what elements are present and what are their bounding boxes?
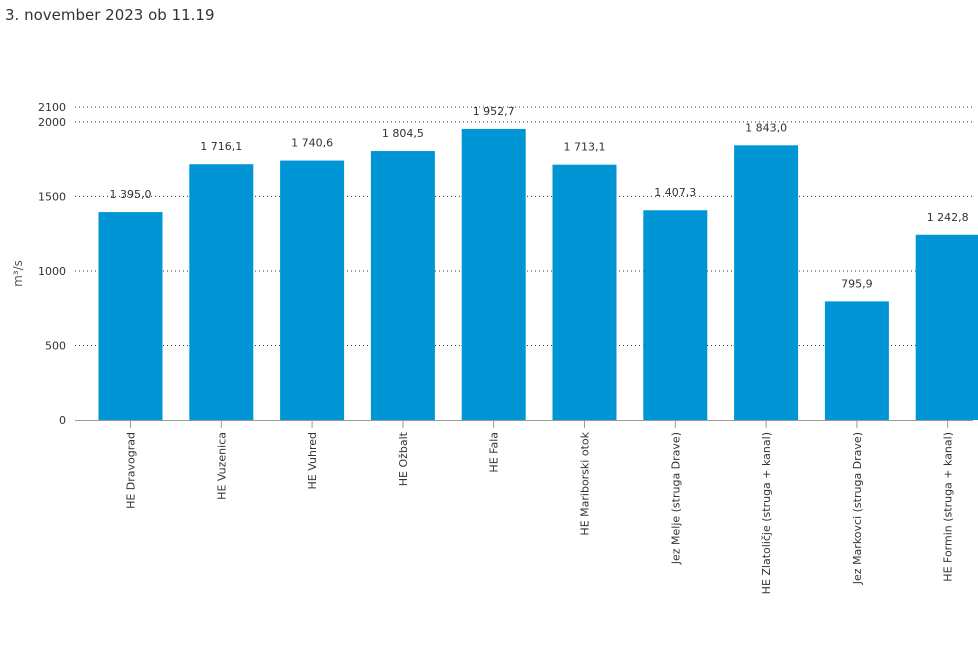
category-label: HE Fala xyxy=(488,432,501,473)
bar xyxy=(643,210,708,420)
value-labels: 1 395,0 1 716,1 1 740,6 1 804,5 1 952,7 1 713… xyxy=(110,105,969,290)
bar xyxy=(824,301,889,420)
category-label: Jez Markovci (struga Drave) xyxy=(851,432,864,585)
value-label: 1 716,1 xyxy=(200,140,242,153)
value-label: 1 713,1 xyxy=(564,141,606,154)
category-label: HE Formin (struga + kanal) xyxy=(942,432,955,582)
value-label: 1 952,7 xyxy=(473,105,515,118)
category-label: HE Ožbalt xyxy=(397,431,410,486)
y-axis-title: m³/s xyxy=(11,260,25,287)
category-label: HE Mariborski otok xyxy=(579,431,592,535)
bar xyxy=(280,160,345,420)
category-label: Jez Melje (struga Drave) xyxy=(669,432,682,565)
y-tick-label: 1000 xyxy=(38,265,66,278)
value-label: 1 740,6 xyxy=(291,137,333,150)
value-label: 1 843,0 xyxy=(745,121,787,134)
bar xyxy=(734,145,799,420)
y-tick-label: 0 xyxy=(59,414,66,427)
value-label: 795,9 xyxy=(841,277,873,290)
category-label: HE Zlatoličje (struga + kanal) xyxy=(760,432,773,594)
category-label: HE Dravograd xyxy=(125,432,138,509)
value-label: 1 242,8 xyxy=(927,211,969,224)
x-axis xyxy=(75,420,973,428)
bar xyxy=(98,212,163,420)
y-axis-ticks: 0 500 1000 1500 2000 2100 xyxy=(38,101,66,427)
y-tick-label: 1500 xyxy=(38,190,66,203)
value-label: 1 395,0 xyxy=(110,188,152,201)
category-label: HE Vuhred xyxy=(306,432,319,489)
category-labels: HE Dravograd HE Vuzenica HE Vuhred HE Ožbal… xyxy=(125,431,955,594)
y-tick-label: 500 xyxy=(45,339,66,352)
value-label: 1 804,5 xyxy=(382,127,424,140)
category-label: HE Vuzenica xyxy=(215,432,228,500)
bars xyxy=(98,128,978,420)
value-label: 1 407,3 xyxy=(654,186,696,199)
bar xyxy=(461,128,526,420)
bar xyxy=(552,164,617,420)
y-tick-label: 2100 xyxy=(38,101,66,114)
bar xyxy=(915,234,978,420)
bar xyxy=(370,151,435,420)
y-tick-label: 2000 xyxy=(38,116,66,129)
timestamp: 3. november 2023 ob 11.19 xyxy=(5,6,215,24)
bar xyxy=(189,164,254,420)
